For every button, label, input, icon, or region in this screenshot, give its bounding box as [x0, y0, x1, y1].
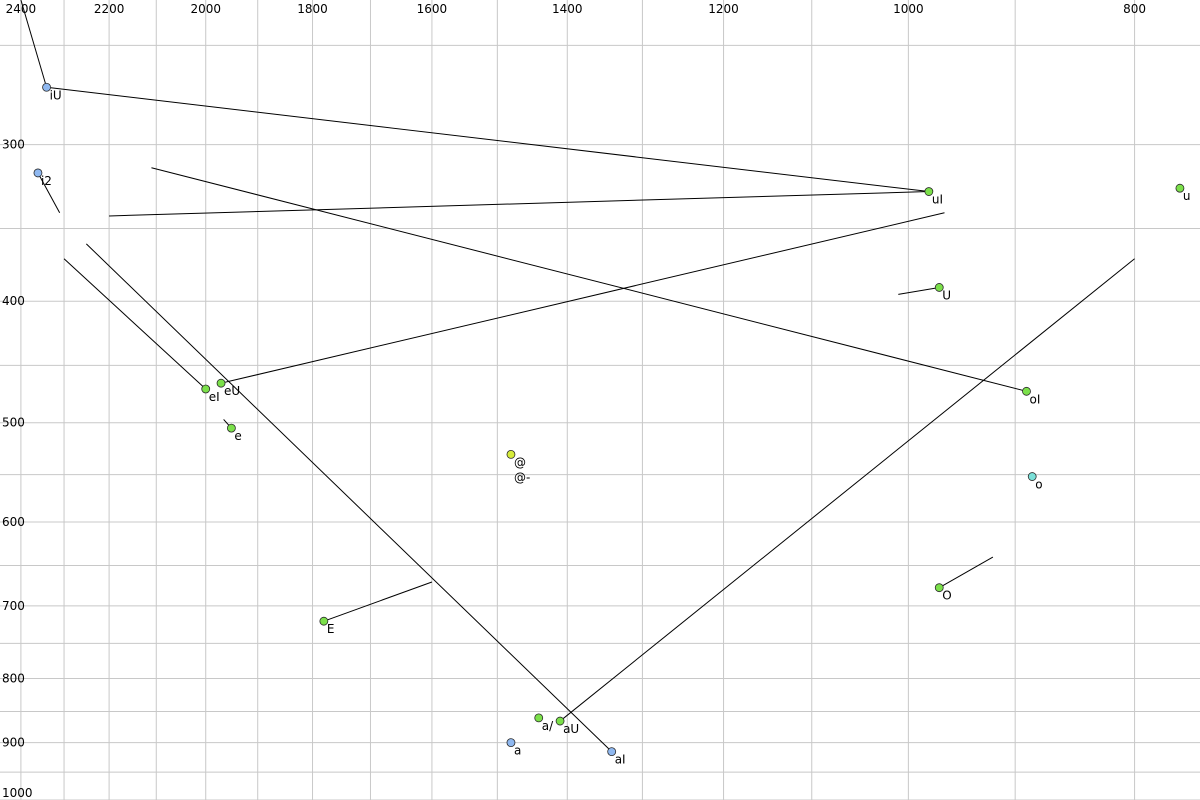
vowel-point [1175, 183, 1185, 193]
x-tick-label: 1800 [297, 2, 328, 16]
vowel-point [319, 616, 329, 626]
vowel-label: eI [209, 390, 220, 404]
vowel-point [1022, 386, 1031, 396]
vowel-label: a/ [542, 719, 554, 733]
trajectory-line [323, 581, 433, 622]
vowel-label: a [514, 744, 521, 758]
vowel-label: iU [50, 88, 62, 102]
vowel-label: e [234, 429, 241, 443]
trajectory-line [46, 86, 929, 193]
vowel-label: O [942, 589, 951, 603]
y-tick-label: 400 [2, 294, 25, 308]
vowel-point [607, 747, 617, 757]
vowel-point [555, 716, 565, 726]
vowel-point [33, 168, 43, 178]
trajectory-line [898, 286, 940, 295]
vowel-points [33, 82, 1185, 757]
vowel-label: u [1183, 189, 1191, 203]
x-tick-label: 2400 [6, 2, 37, 16]
x-tick-label: 1400 [552, 2, 583, 16]
vowel-point [216, 378, 226, 388]
trajectory-line [85, 243, 613, 753]
y-tick-label: 800 [2, 672, 25, 686]
trajectory-line [37, 172, 61, 214]
trajectory-line [109, 191, 929, 217]
trajectory-line [220, 212, 945, 384]
vowel-point [934, 283, 944, 292]
vowel-point [226, 423, 236, 433]
vowel-label: @- [514, 471, 530, 485]
axis-tick-labels: 2400 2200 2000 1800 1600 1400 1200 1000 800 300 40… [2, 2, 1146, 800]
vowel-point [42, 82, 51, 92]
vowel-point [924, 187, 934, 196]
vowel-point [1027, 472, 1037, 481]
vowel-label: @ [514, 455, 526, 469]
trajectory-line [63, 258, 207, 390]
vowel-point [934, 583, 944, 593]
x-tick-label: 2200 [94, 2, 125, 16]
x-tick-label: 1200 [708, 2, 739, 16]
vowel-label: oI [1030, 392, 1041, 406]
vowel-point [506, 450, 516, 459]
y-tick-label: 600 [2, 515, 25, 529]
x-tick-label: 800 [1123, 2, 1146, 16]
trajectory-line [151, 167, 1027, 392]
vowel-label: uI [932, 193, 943, 207]
vowel-labels: iU i2 eI eU e E @ @- a/aU a aI uI UoI o Ou [41, 88, 1191, 766]
trajectory-line [20, 0, 48, 88]
vowel-label: aU [563, 722, 579, 736]
trajectories [20, 0, 1135, 753]
vowel-label: i2 [41, 174, 52, 188]
vowel-label: E [327, 622, 335, 636]
x-tick-label: 1000 [893, 2, 924, 16]
y-tick-label: 700 [2, 599, 25, 613]
vowel-label: eU [224, 384, 240, 398]
y-tick-label: 1000 [2, 786, 33, 800]
vowel-point [201, 384, 211, 394]
vowel-point [506, 738, 516, 748]
x-tick-label: 2000 [190, 2, 221, 16]
vowel-label: o [1035, 478, 1042, 492]
x-tick-label: 1600 [417, 2, 448, 16]
y-tick-label: 500 [2, 416, 25, 430]
trajectory-line [559, 258, 1135, 722]
vowel-point [534, 713, 544, 723]
vowel-label: U [942, 288, 951, 302]
y-tick-label: 900 [2, 736, 25, 750]
y-tick-label: 300 [2, 138, 25, 152]
vowel-label: aI [615, 753, 626, 767]
trajectory-line [939, 556, 994, 589]
